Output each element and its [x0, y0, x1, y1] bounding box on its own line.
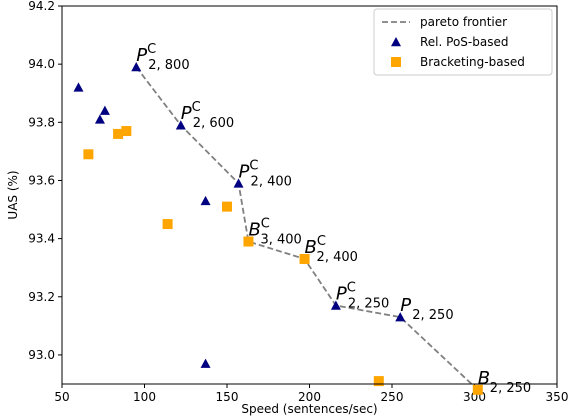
series-layer: [73, 62, 483, 395]
data-point-1-3: [131, 62, 142, 72]
data-point-2-2: [121, 126, 132, 137]
y-tick-label-2: 93.4: [28, 232, 55, 246]
y-tick-label-5: 94.0: [28, 57, 55, 71]
data-point-1-2: [99, 105, 110, 115]
annotation-1: PC 2, 600: [181, 100, 234, 131]
legend-swatch-2: [391, 57, 401, 67]
annotation-2: PC 2, 400: [239, 158, 292, 189]
x-tick-label-6: 350: [546, 390, 569, 404]
annotation-3: BC 3, 400: [248, 217, 301, 248]
data-point-2-0: [83, 149, 94, 160]
y-tick-label-3: 93.6: [28, 173, 55, 187]
x-tick-label-1: 100: [133, 390, 156, 404]
annotation-5: PC 2, 250: [336, 280, 389, 311]
data-point-2-6: [299, 253, 310, 264]
x-axis-ticks: 50 100 150 200 250 300 350: [54, 384, 568, 404]
x-tick-label-0: 50: [54, 390, 69, 404]
legend: pareto frontier Rel. PoS-based Bracketing-…: [373, 8, 553, 76]
data-point-2-1: [113, 128, 124, 139]
x-tick-label-4: 250: [381, 390, 404, 404]
x-tick-label-2: 150: [216, 390, 239, 404]
legend-label-2: Bracketing-based: [420, 55, 525, 69]
annotation-6: P2, 250: [400, 295, 453, 323]
series-0: [135, 66, 479, 391]
data-point-2-5: [243, 236, 254, 247]
y-tick-label-4: 93.8: [28, 115, 55, 129]
data-point-1-0: [73, 82, 84, 92]
data-point-2-8: [472, 384, 483, 395]
data-point-1-6: [233, 178, 244, 188]
data-point-1-1: [94, 114, 105, 124]
plot-frame: [61, 5, 558, 385]
y-tick-label-6: 94.2: [28, 0, 55, 13]
series-2: [83, 126, 483, 395]
y-axis-ticks: 93.0 93.2 93.4 93.6 93.8 94.0 94.2: [28, 0, 62, 362]
y-tick-label-0: 93.0: [28, 348, 55, 362]
legend-box: [373, 8, 553, 76]
data-point-2-7: [373, 376, 384, 387]
legend-swatch-1: [391, 37, 401, 47]
data-point-1-7: [330, 300, 341, 310]
x-axis-label: Speed (sentences/sec): [241, 402, 377, 416]
data-point-1-8: [395, 312, 406, 322]
data-point-1-9: [200, 358, 211, 368]
annotation-0: PC 2, 800: [136, 42, 189, 73]
annotation-4: BC 2, 400: [305, 234, 358, 265]
series-1: [73, 62, 406, 368]
data-point-1-4: [175, 120, 186, 130]
y-axis-label: UAS (%): [6, 170, 20, 219]
legend-label-0: pareto frontier: [420, 15, 507, 29]
data-point-2-3: [162, 219, 173, 230]
data-point-1-5: [200, 195, 211, 206]
y-tick-label-1: 93.2: [28, 290, 55, 304]
data-point-2-4: [222, 201, 232, 212]
legend-label-1: Rel. PoS-based: [420, 35, 508, 49]
pareto-frontier-line: [135, 66, 479, 391]
x-tick-label-3: 200: [298, 390, 321, 404]
